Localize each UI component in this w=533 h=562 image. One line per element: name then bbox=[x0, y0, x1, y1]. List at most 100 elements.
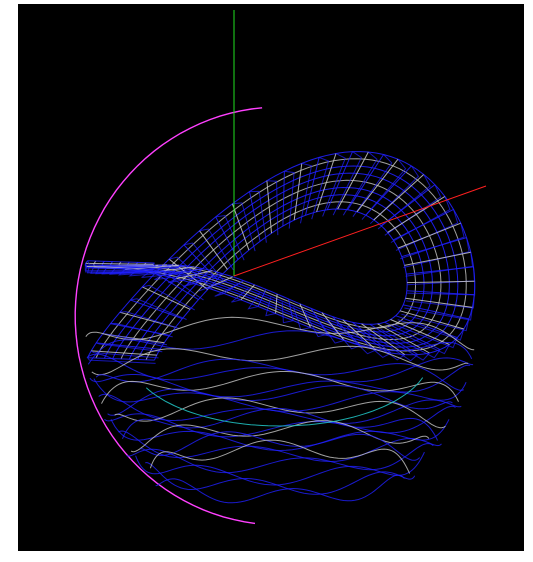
shell-line bbox=[130, 420, 430, 453]
band-rib bbox=[387, 195, 446, 233]
band-box bbox=[142, 284, 195, 311]
band-rib bbox=[373, 174, 425, 221]
band-box bbox=[405, 252, 474, 277]
band-rib bbox=[406, 266, 474, 275]
shell-line bbox=[101, 371, 459, 404]
band-box bbox=[85, 263, 154, 271]
band-box bbox=[265, 297, 276, 317]
band-rib bbox=[96, 342, 161, 350]
shell-line bbox=[140, 431, 420, 461]
band-box bbox=[401, 313, 470, 332]
band-box bbox=[387, 326, 450, 355]
band-rib bbox=[352, 321, 392, 354]
band-rib bbox=[288, 298, 294, 321]
band-rib bbox=[356, 158, 399, 213]
band-rib bbox=[305, 157, 320, 216]
band-rib bbox=[87, 260, 155, 264]
band-box bbox=[361, 158, 407, 220]
band-box bbox=[183, 242, 224, 281]
band-box bbox=[352, 154, 393, 217]
band-box bbox=[336, 323, 377, 355]
band-box bbox=[332, 151, 363, 216]
band-box bbox=[232, 202, 256, 252]
band-rib bbox=[183, 244, 218, 280]
band-box bbox=[373, 329, 430, 361]
band-box bbox=[182, 277, 217, 287]
band-rib bbox=[299, 303, 311, 328]
inner-arc bbox=[145, 377, 424, 427]
shell-line bbox=[91, 345, 469, 376]
band-rib bbox=[403, 304, 469, 320]
band-rib bbox=[191, 273, 223, 284]
band-rib bbox=[231, 203, 250, 251]
band-rib bbox=[87, 357, 155, 361]
band-rib bbox=[240, 284, 255, 301]
band-box bbox=[392, 323, 458, 349]
band-rib bbox=[293, 163, 303, 221]
band-box bbox=[119, 311, 180, 329]
band-rib bbox=[361, 323, 406, 356]
band-box bbox=[130, 298, 187, 320]
band-rib bbox=[142, 286, 191, 310]
band-box bbox=[215, 214, 245, 261]
band-box bbox=[400, 223, 465, 260]
band-box bbox=[199, 228, 234, 271]
shell-line bbox=[95, 358, 464, 391]
outer-ring bbox=[74, 107, 263, 525]
band-box bbox=[266, 180, 279, 236]
wireframe-model bbox=[74, 107, 476, 525]
band-rib bbox=[401, 237, 467, 258]
3d-viewport[interactable] bbox=[18, 4, 524, 551]
shell-line bbox=[118, 430, 442, 463]
band-rib bbox=[332, 316, 361, 347]
band-rib bbox=[275, 294, 278, 314]
band-strand bbox=[101, 165, 459, 359]
band-rib bbox=[199, 230, 228, 270]
shell-line bbox=[122, 408, 438, 441]
band-rib bbox=[380, 184, 436, 227]
wireframe-scene[interactable] bbox=[18, 4, 524, 551]
band-rib bbox=[342, 319, 377, 351]
shell-line bbox=[145, 462, 416, 495]
band-rib bbox=[310, 308, 329, 335]
band-box bbox=[407, 281, 476, 296]
band-box bbox=[380, 328, 441, 359]
band-rib bbox=[397, 222, 461, 249]
band-box bbox=[346, 326, 392, 359]
band-rib bbox=[399, 310, 464, 330]
band-rib bbox=[85, 262, 154, 265]
band-rib bbox=[365, 165, 412, 216]
band-rib bbox=[404, 251, 471, 266]
shell-line bbox=[98, 393, 462, 424]
shell-line bbox=[155, 474, 405, 504]
band-box bbox=[311, 156, 330, 220]
band-box bbox=[300, 162, 313, 224]
band-rib bbox=[168, 258, 208, 290]
band-box bbox=[214, 283, 238, 297]
band-box bbox=[284, 170, 295, 229]
band-rib bbox=[405, 297, 473, 308]
band-box bbox=[342, 151, 378, 216]
band-box bbox=[110, 322, 173, 338]
band-box bbox=[87, 357, 156, 364]
band-rib bbox=[257, 289, 267, 307]
band-box bbox=[406, 294, 475, 309]
band-rib bbox=[316, 153, 337, 212]
band-rib bbox=[321, 312, 345, 341]
band-box bbox=[84, 265, 153, 272]
shell-line bbox=[85, 316, 475, 351]
band-rib bbox=[337, 151, 369, 210]
band-box bbox=[168, 275, 208, 284]
band-box bbox=[247, 292, 260, 310]
band-box bbox=[397, 319, 465, 341]
band-rib bbox=[282, 171, 285, 227]
shell-line bbox=[126, 442, 434, 474]
band-box bbox=[404, 307, 473, 321]
band-rib bbox=[136, 265, 187, 272]
band-box bbox=[281, 302, 294, 324]
band-rib bbox=[249, 191, 261, 242]
band-box bbox=[168, 256, 214, 291]
shell-line bbox=[110, 418, 450, 452]
band-box bbox=[231, 288, 249, 303]
